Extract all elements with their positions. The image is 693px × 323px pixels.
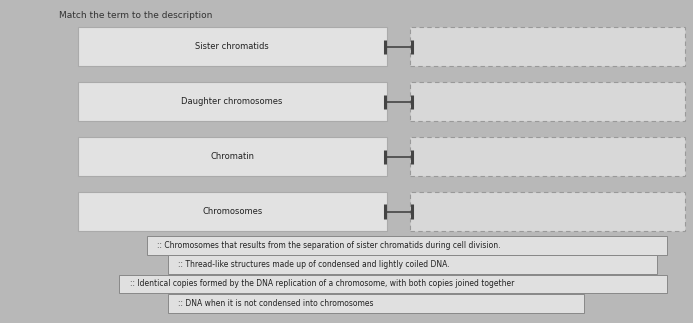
Text: Sister chromatids: Sister chromatids — [195, 42, 269, 51]
FancyBboxPatch shape — [78, 192, 387, 231]
FancyBboxPatch shape — [410, 137, 685, 176]
FancyBboxPatch shape — [78, 137, 387, 176]
Text: :: DNA when it is not condensed into chromosomes: :: DNA when it is not condensed into chr… — [178, 299, 374, 308]
FancyBboxPatch shape — [168, 294, 584, 313]
FancyBboxPatch shape — [78, 27, 387, 67]
Text: :: Identical copies formed by the DNA replication of a chromosome, with both cop: :: Identical copies formed by the DNA re… — [130, 279, 514, 288]
FancyBboxPatch shape — [147, 236, 667, 255]
Text: Match the term to the description: Match the term to the description — [59, 11, 212, 20]
Text: Chromosomes: Chromosomes — [202, 207, 262, 216]
Text: Daughter chromosomes: Daughter chromosomes — [182, 97, 283, 106]
FancyBboxPatch shape — [410, 82, 685, 121]
FancyBboxPatch shape — [410, 27, 685, 67]
FancyBboxPatch shape — [119, 275, 667, 293]
Text: :: Chromosomes that results from the separation of sister chromatids during cell: :: Chromosomes that results from the sep… — [157, 241, 501, 250]
FancyBboxPatch shape — [168, 255, 657, 274]
FancyBboxPatch shape — [410, 192, 685, 231]
Text: Chromatin: Chromatin — [210, 152, 254, 161]
Text: :: Thread-like structures made up of condensed and lightly coiled DNA.: :: Thread-like structures made up of con… — [178, 260, 450, 269]
FancyBboxPatch shape — [78, 82, 387, 121]
